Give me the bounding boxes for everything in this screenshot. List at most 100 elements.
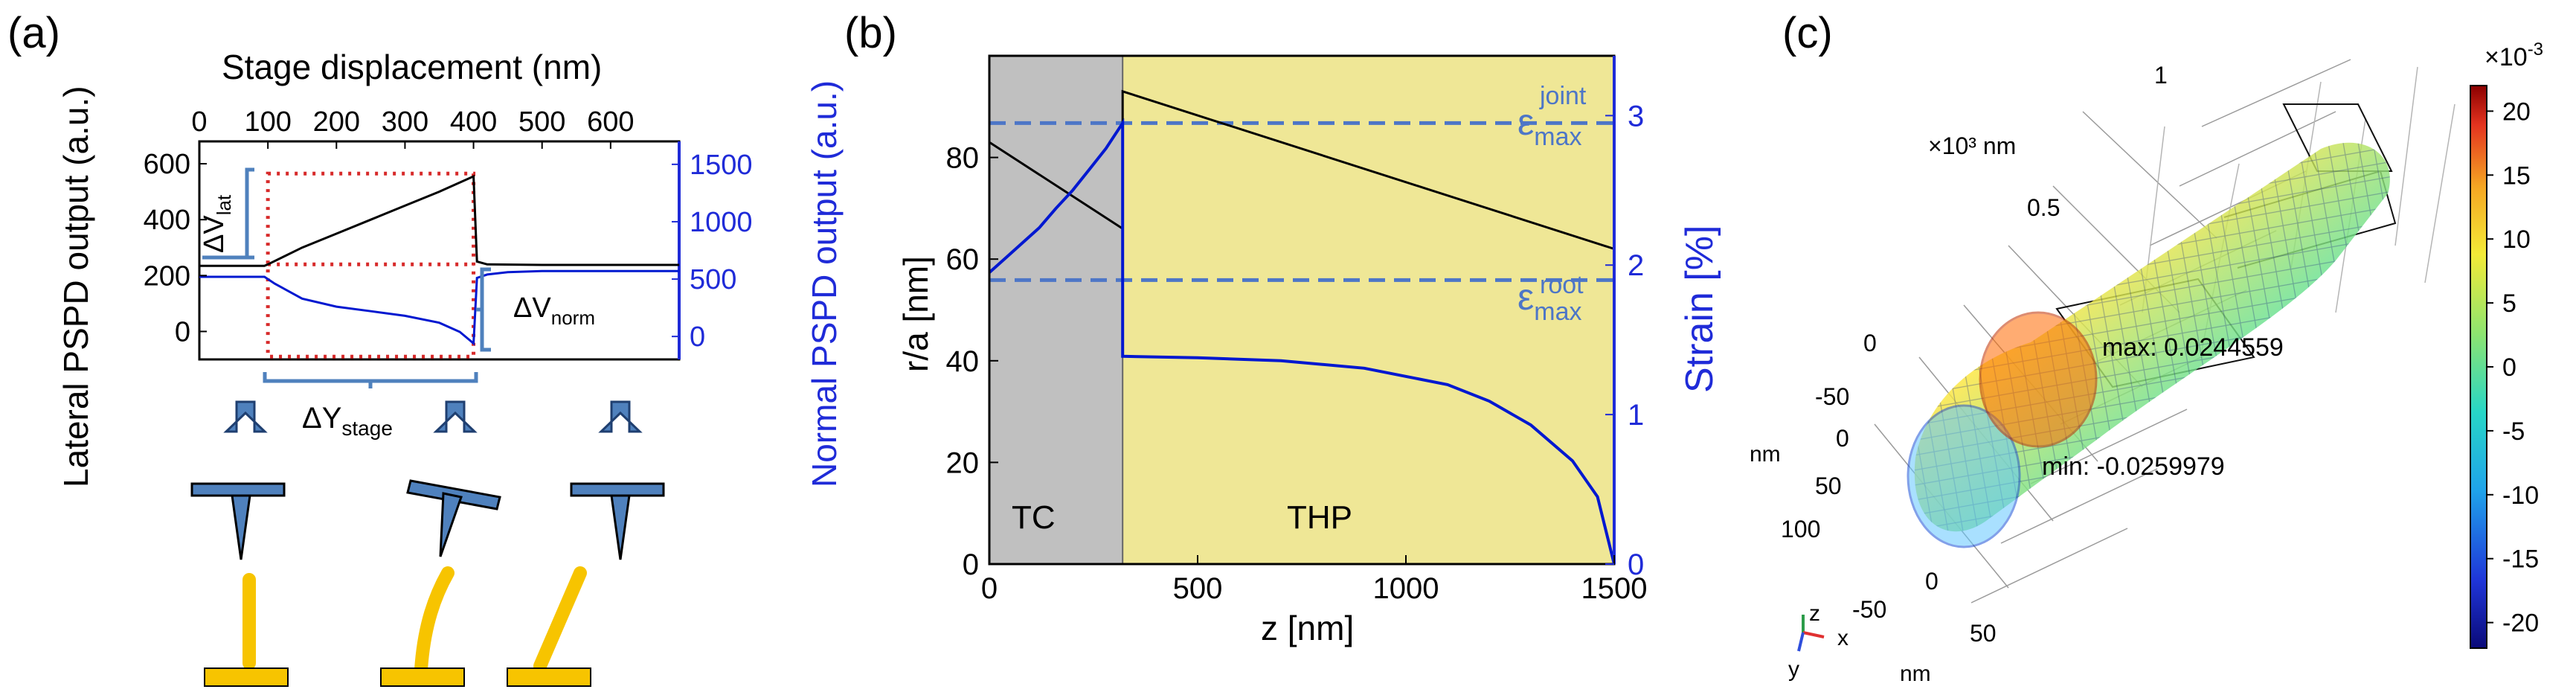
panel-label-c: (c) [1782, 9, 1833, 57]
x-tick-label-a: 200 [313, 106, 360, 138]
axis-unit-bottom: nm [1900, 662, 1931, 686]
y-tick-label-b: 20 [946, 446, 980, 479]
y-tick-label-a: 600 [144, 149, 190, 180]
region-label-thp: THP [1287, 499, 1352, 536]
plot-a-guides [266, 171, 476, 359]
epsilon-joint-sub: max [1534, 123, 1581, 151]
colorbar-title-base: ×10 [2485, 43, 2528, 71]
tip-icon [231, 494, 251, 560]
region-label-tc: TC [1012, 499, 1056, 536]
x-tick-label-b: 0 [981, 572, 998, 605]
dv-lat-annotation: ΔVlat [199, 167, 254, 260]
colorbar-tick-label: 0 [2502, 353, 2516, 382]
x-tick-label-a: 100 [244, 106, 291, 138]
up-arrow-icon [223, 400, 268, 433]
cantilever-icon [190, 482, 286, 497]
vertical-tick-label: 0.5 [2027, 194, 2060, 221]
cantilever-icon [570, 482, 665, 497]
colorbar-tick-label: 20 [2502, 97, 2531, 126]
x-tick-label-a: 0 [191, 106, 207, 138]
up-arrow-icon [433, 400, 478, 433]
plot-a-top-ticks: 0 100 200 300 400 500 600 [191, 106, 635, 149]
y-tick-label-a: 0 [175, 316, 190, 348]
substrate-icon [380, 667, 465, 687]
plot-b-ylabel: r/a [nm] [896, 256, 935, 372]
x-tick-label-b: 500 [1173, 572, 1223, 605]
up-arrow-icon [598, 400, 643, 433]
colorbar-ticks: 20 15 10 5 0 -5 -10 -15 -20 [2487, 97, 2539, 638]
y-right-tick-label-a: 500 [690, 264, 736, 295]
width-tick-label: -50 [1852, 596, 1886, 623]
dv-norm-text: ΔV [513, 292, 551, 324]
axis-ticks-depth: -50 0 50 100 [1781, 383, 1849, 542]
afm-tip-released [507, 400, 665, 687]
colorbar-tick-label: 15 [2502, 161, 2531, 190]
x-tick-label-a: 600 [587, 106, 634, 138]
depth-tick-label: 0 [1836, 425, 1849, 452]
y-right-tick-label-b: 1 [1628, 399, 1644, 432]
plot-b-x-ticks: 0 500 1000 1500 [981, 555, 1647, 605]
plot-a-ylabel: Lateral PSPD output (a.u.) [57, 86, 95, 487]
afm-tip-rest [190, 400, 289, 687]
plot-a-left-ticks: 600 400 200 0 [144, 149, 207, 348]
y-tick-label-b: 60 [946, 243, 980, 276]
y-right-tick-label-a: 0 [690, 321, 705, 353]
fiber-straight-icon [242, 573, 256, 670]
colorbar-tick-label: -15 [2502, 545, 2539, 574]
plot-a-right-ticks: 1500 1000 500 0 [672, 150, 753, 353]
triad-y: y [1788, 657, 1799, 682]
panel-b: (b) 0 500 1000 1500 0 20 40 60 80 0 1 2 3 TC THP z… [844, 9, 1721, 647]
panel-c: (c) max: 0.0244559 min: -0.0259979 ×10³ … [1750, 9, 2543, 686]
min-label: min: -0.0259979 [2042, 452, 2225, 481]
orientation-triad: z x y [1788, 601, 1849, 682]
plot-b-left-ticks: 0 20 40 60 80 [946, 142, 998, 581]
epsilon-root-sup: root [1540, 271, 1584, 299]
vertical-tick-label: 1 [2154, 62, 2168, 89]
vertical-tick-label: 0 [1863, 330, 1877, 356]
plot-b-reference-lines [989, 121, 1614, 282]
tip-tilted-icon [439, 492, 463, 557]
dv-norm-sub: norm [551, 307, 595, 329]
panel-label-b: (b) [844, 9, 897, 57]
axis-ticks-vertical: 10.50 [1863, 62, 2168, 356]
triad-z: z [1809, 601, 1820, 626]
x-tick-label-b: 1000 [1373, 572, 1439, 605]
y-right-tick-label-a: 1000 [690, 207, 753, 238]
series-line-a-0 [199, 174, 679, 267]
y-tick-label-a: 400 [144, 205, 190, 236]
plot-a-title: Stage displacement (nm) [222, 48, 602, 86]
max-label: max: 0.0244559 [2102, 333, 2284, 362]
epsilon-root-sub: max [1534, 298, 1581, 326]
plot-b-xlabel: z [nm] [1261, 609, 1354, 647]
epsilon-root-symbol: ε [1517, 276, 1534, 318]
colorbar-tick-label: -20 [2502, 609, 2539, 638]
y-tick-label-a: 200 [144, 260, 190, 292]
depth-tick-label: -50 [1815, 383, 1849, 410]
y-right-tick-label-b: 0 [1628, 548, 1644, 581]
dy-stage-sub: stage [341, 417, 393, 440]
substrate-icon [204, 667, 289, 687]
axis-scale-label: ×10³ nm [1928, 132, 2016, 159]
x-tick-label-a: 300 [382, 106, 428, 138]
colorbar-tick-label: 10 [2502, 225, 2531, 254]
series-line-a-1 [199, 269, 679, 346]
plot-b-regions [989, 56, 1614, 564]
afm-tip-tilted [380, 400, 501, 687]
plot-a-ylabel-right: Normal PSPD output (a.u.) [805, 80, 844, 487]
region-tc [989, 56, 1123, 564]
colorbar-tick-label: 5 [2502, 289, 2516, 318]
colorbar-tick-label: -10 [2502, 481, 2539, 510]
tip-icon [610, 494, 631, 560]
dy-stage-annotation: ΔYstage [263, 372, 478, 440]
substrate-icon [507, 667, 591, 687]
x-tick-label-a: 500 [518, 106, 565, 138]
dy-stage-text: ΔY [302, 402, 341, 435]
plot-b-ylabel-right: Strain [%] [1678, 225, 1721, 393]
depth-tick-label: 50 [1815, 473, 1842, 499]
epsilon-joint-label: εmax [1517, 101, 1582, 151]
width-tick-label: 50 [1970, 620, 1997, 647]
y-tick-label-b: 80 [946, 142, 980, 175]
dv-norm-annotation: ΔVnorm [476, 267, 595, 352]
guide-box [266, 171, 476, 359]
